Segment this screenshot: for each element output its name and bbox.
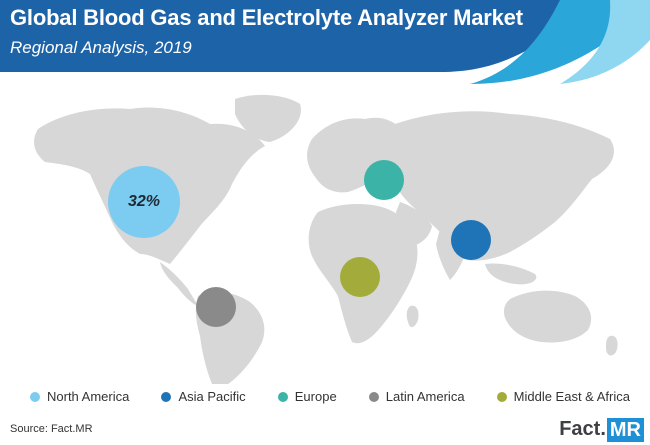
legend-label: Latin America	[385, 389, 465, 404]
legend-item-latin-america: Latin America	[368, 389, 465, 404]
source-note: Source: Fact.MR	[10, 423, 93, 435]
page-subtitle: Regional Analysis, 2019	[10, 38, 192, 57]
legend-item-middle-east-africa: Middle East & Africa	[496, 389, 630, 404]
header-background	[0, 0, 650, 84]
bubble-middle-east-africa	[340, 257, 380, 297]
legend-label: Middle East & Africa	[513, 389, 630, 404]
brand-suffix: MR	[606, 417, 644, 442]
land-new-zealand	[606, 335, 618, 356]
legend-label: Europe	[294, 389, 337, 404]
legend-swatch	[368, 391, 379, 402]
bubble-europe	[364, 160, 404, 200]
land-central-america	[160, 262, 198, 306]
land-madagascar	[406, 305, 419, 328]
land-greenland	[235, 94, 301, 142]
legend-swatch	[30, 391, 40, 402]
land-australia	[503, 290, 592, 343]
brand-logo: Fact . MR	[528, 414, 650, 445]
legend-label: North America	[47, 389, 130, 404]
land-southeast-asia	[485, 263, 537, 285]
legend-item-asia-pacific: Asia Pacific	[161, 389, 246, 404]
legend-swatch	[161, 391, 172, 402]
page-title: Global Blood Gas and Electrolyte Analyze…	[10, 5, 523, 30]
bubble-latin-america	[196, 287, 236, 327]
legend-item-north-america: North America	[30, 389, 129, 404]
legend: North America Asia Pacific Europe Latin …	[30, 389, 630, 404]
bubble-asia-pacific	[451, 220, 491, 260]
legend-swatch	[496, 391, 507, 402]
header-banner: Global Blood Gas and Electrolyte Analyze…	[0, 0, 650, 84]
world-map	[34, 94, 618, 384]
legend-swatch	[277, 391, 288, 402]
legend-item-europe: Europe	[277, 389, 337, 404]
bubble-value-north-america: 32%	[127, 193, 161, 210]
brand-name: Fact	[559, 418, 601, 440]
bubble-north-america: 32%	[108, 166, 180, 238]
land-asia	[388, 111, 614, 261]
land-japan	[555, 172, 571, 198]
legend-label: Asia Pacific	[178, 389, 246, 404]
brand-dot: .	[600, 418, 606, 440]
